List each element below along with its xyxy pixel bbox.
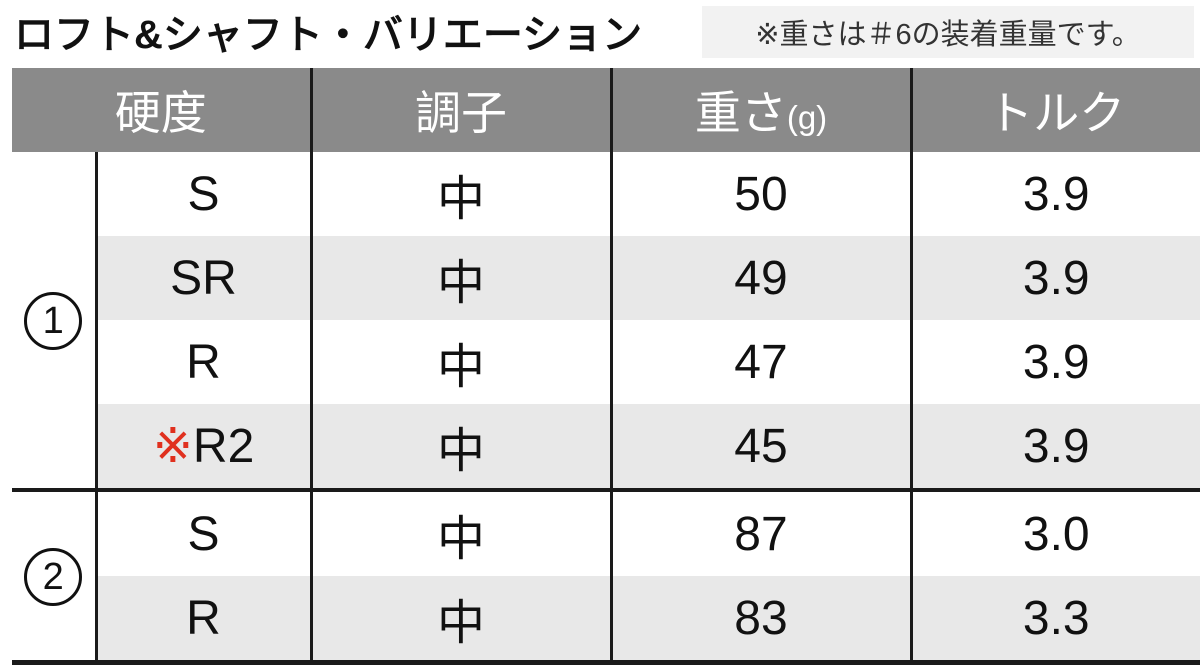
loft-shaft-spec-table: 硬度 調子 重さ(g) トルク 1 S 中 50 3.9 SR 中 49 3.9… <box>12 68 1200 665</box>
flex-cell: S <box>96 152 311 236</box>
weight-note: ※重さは＃6の装着重量です。 <box>702 6 1194 58</box>
kickpoint-cell: 中 <box>309 236 611 320</box>
header-row: 硬度 調子 重さ(g) トルク <box>12 68 1200 152</box>
flex-cell: SR <box>96 236 311 320</box>
torque-cell: 3.3 <box>909 576 1200 663</box>
group-1-cell: 1 <box>12 152 98 490</box>
weight-cell: 50 <box>609 152 911 236</box>
weight-cell: 83 <box>609 576 911 663</box>
kickpoint-cell: 中 <box>309 320 611 404</box>
circled-number-1: 1 <box>24 292 83 350</box>
col-header-torque: トルク <box>909 68 1200 152</box>
kickpoint-cell: 中 <box>309 488 611 576</box>
spec-table-container: 硬度 調子 重さ(g) トルク 1 S 中 50 3.9 SR 中 49 3.9… <box>12 68 1200 665</box>
red-reference-mark: ※ <box>152 420 193 473</box>
group-2-cell: 2 <box>12 488 98 663</box>
flex-cell: ※R2 <box>96 404 311 490</box>
torque-cell: 3.9 <box>909 152 1200 236</box>
col-header-kickpoint: 調子 <box>309 68 611 152</box>
table-row: ※R2 中 45 3.9 <box>12 404 1200 490</box>
col-header-weight-unit: (g) <box>786 99 828 136</box>
page-title: ロフト&シャフト・バリエーション <box>14 13 643 57</box>
table-row: 2 S 中 87 3.0 <box>12 488 1200 663</box>
flex-cell: S <box>96 488 311 576</box>
col-header-weight-label: 重さ <box>694 87 787 139</box>
flex-cell: R <box>96 320 311 404</box>
table-row: SR 中 49 3.9 <box>12 236 1200 320</box>
weight-cell: 47 <box>609 320 911 404</box>
col-header-hardness: 硬度 <box>12 68 311 152</box>
weight-cell: 87 <box>609 488 911 576</box>
weight-cell: 49 <box>609 236 911 320</box>
kickpoint-cell: 中 <box>309 152 611 236</box>
flex-value: R2 <box>192 420 255 473</box>
kickpoint-cell: 中 <box>309 404 611 490</box>
circled-number-2: 2 <box>24 548 83 606</box>
table-row: R 中 47 3.9 <box>12 320 1200 404</box>
table-row: R 中 83 3.3 <box>12 576 1200 663</box>
weight-cell: 45 <box>609 404 911 490</box>
flex-cell: R <box>96 576 311 663</box>
torque-cell: 3.9 <box>909 320 1200 404</box>
table-row: 1 S 中 50 3.9 <box>12 152 1200 490</box>
col-header-weight: 重さ(g) <box>609 68 911 152</box>
torque-cell: 3.9 <box>909 404 1200 490</box>
torque-cell: 3.0 <box>909 488 1200 576</box>
torque-cell: 3.9 <box>909 236 1200 320</box>
kickpoint-cell: 中 <box>309 576 611 663</box>
